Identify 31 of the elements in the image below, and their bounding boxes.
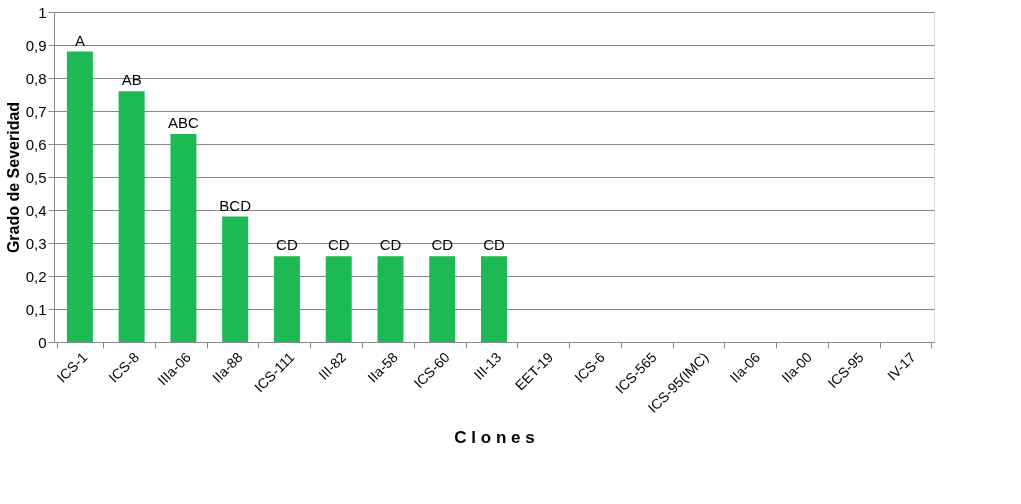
y-tick-label: 1: [38, 3, 47, 21]
annotation: CD: [379, 236, 402, 254]
y-tick-label: 0,7: [25, 102, 47, 120]
y-tick-label: 0,8: [25, 69, 47, 87]
annotation: A: [74, 31, 85, 49]
annotation: CD: [276, 236, 298, 254]
bar: [429, 256, 456, 342]
bar: [170, 134, 197, 342]
y-axis-title: Grado de Severidad: [4, 101, 22, 254]
annotation: BCD: [219, 196, 252, 214]
bar: [377, 256, 404, 342]
x-axis-title: C l o n e s: [454, 427, 535, 447]
annotation: CD: [327, 236, 350, 254]
y-tick-label: 0,5: [25, 168, 47, 186]
y-tick-label: 0,6: [25, 135, 47, 153]
bar: [481, 256, 507, 342]
bar: [222, 216, 249, 342]
bar: [118, 91, 145, 342]
y-tick-label: 0,1: [25, 300, 47, 318]
y-tick-label: 0: [38, 333, 47, 351]
bar: [273, 256, 300, 342]
y-tick-label: 0,2: [25, 267, 47, 285]
bar: [325, 256, 352, 342]
y-tick-label: 0,4: [25, 201, 47, 219]
annotation: ABC: [167, 114, 199, 132]
annotation: CD: [483, 236, 505, 254]
y-tick-label: 0,9: [25, 36, 47, 54]
annotation: CD: [431, 236, 454, 254]
y-tick-label: 0,3: [25, 234, 47, 252]
bar: [66, 51, 93, 342]
annotation: AB: [121, 71, 142, 89]
